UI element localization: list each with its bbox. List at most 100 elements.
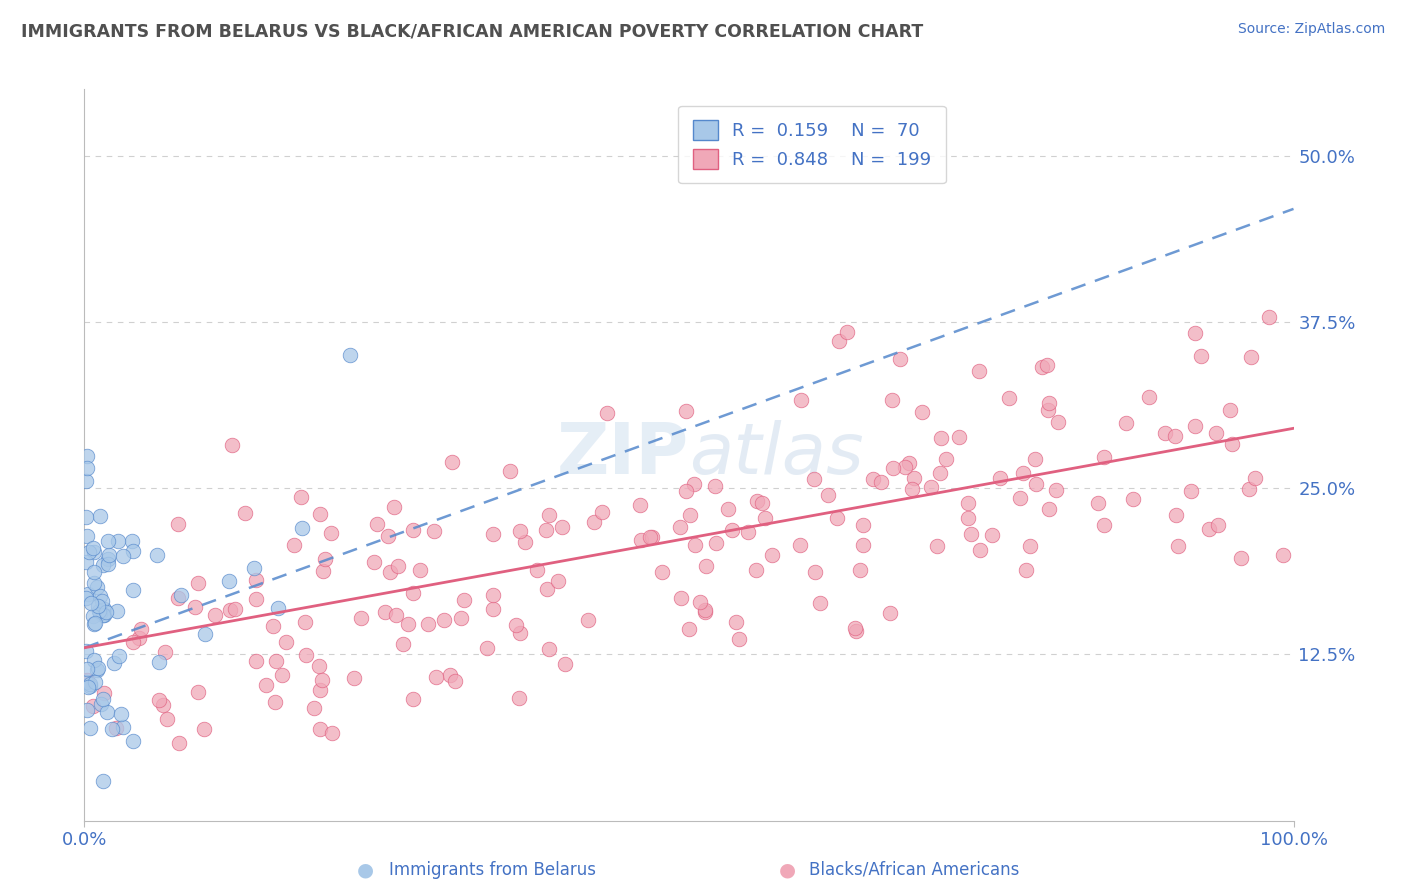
Point xyxy=(304,700,326,714)
Point xyxy=(183,600,205,615)
Point xyxy=(121,583,143,598)
Point xyxy=(754,510,776,524)
Point xyxy=(551,520,574,534)
Point xyxy=(110,707,132,722)
Point xyxy=(418,617,440,632)
Point xyxy=(97,552,120,566)
Point xyxy=(751,496,773,510)
Point xyxy=(98,548,121,562)
Point xyxy=(77,681,100,695)
Point xyxy=(547,574,569,588)
Point xyxy=(93,602,115,616)
Point xyxy=(75,591,97,606)
Point xyxy=(1012,466,1035,480)
Point xyxy=(1220,437,1243,451)
Point xyxy=(382,500,405,515)
Point xyxy=(482,527,505,541)
Point xyxy=(221,438,243,452)
Point xyxy=(929,466,952,480)
Point xyxy=(1038,502,1060,516)
Point xyxy=(409,563,432,577)
Point xyxy=(1087,496,1109,510)
Point xyxy=(91,558,114,573)
Point xyxy=(844,621,866,635)
Point xyxy=(148,693,170,707)
Point xyxy=(835,325,858,339)
Point xyxy=(1024,451,1046,466)
Point xyxy=(76,703,98,717)
Point xyxy=(80,596,103,610)
Point xyxy=(852,538,875,552)
Point xyxy=(724,615,747,629)
Point xyxy=(84,615,107,630)
Point xyxy=(311,564,333,578)
Point xyxy=(148,655,170,669)
Point xyxy=(89,606,111,620)
Point xyxy=(79,679,101,693)
Point xyxy=(898,456,921,470)
Point xyxy=(76,662,98,676)
Point xyxy=(93,608,115,623)
Point xyxy=(103,656,125,670)
Point xyxy=(808,596,831,610)
Point xyxy=(882,461,904,475)
Point xyxy=(1153,425,1175,440)
Point xyxy=(94,605,117,619)
Point xyxy=(790,392,813,407)
Point xyxy=(267,600,290,615)
Point xyxy=(218,574,240,589)
Point xyxy=(170,588,193,602)
Point xyxy=(295,648,318,662)
Point xyxy=(596,406,619,420)
Point xyxy=(264,654,287,668)
Point xyxy=(152,698,174,712)
Point xyxy=(1164,508,1187,522)
Point xyxy=(651,565,673,579)
Point xyxy=(1184,326,1206,340)
Point xyxy=(679,508,702,523)
Point xyxy=(219,603,242,617)
Point xyxy=(387,559,409,574)
Point xyxy=(513,534,536,549)
Point xyxy=(695,605,717,619)
Point xyxy=(121,635,143,649)
Point xyxy=(1198,522,1220,536)
Point xyxy=(343,672,366,686)
Point xyxy=(825,510,848,524)
Point xyxy=(100,722,122,736)
Point xyxy=(111,549,134,564)
Point xyxy=(321,726,343,740)
Point xyxy=(1184,419,1206,434)
Point xyxy=(444,673,467,688)
Point xyxy=(1115,416,1137,430)
Point xyxy=(537,508,560,522)
Point xyxy=(121,544,143,558)
Point xyxy=(111,720,134,734)
Point xyxy=(82,609,104,624)
Point xyxy=(450,611,472,625)
Point xyxy=(308,658,330,673)
Point xyxy=(1122,491,1144,506)
Point xyxy=(309,507,332,521)
Point xyxy=(1137,390,1160,404)
Point xyxy=(374,605,396,619)
Point xyxy=(440,455,463,469)
Point xyxy=(276,635,298,649)
Point xyxy=(704,479,727,493)
Text: Immigrants from Belarus: Immigrants from Belarus xyxy=(388,861,596,879)
Point xyxy=(89,604,111,618)
Point xyxy=(105,604,128,618)
Point xyxy=(1271,548,1294,562)
Point xyxy=(591,505,613,519)
Point xyxy=(745,494,768,508)
Point xyxy=(75,674,97,689)
Point xyxy=(693,603,716,617)
Point xyxy=(671,591,693,606)
Point xyxy=(536,582,558,596)
Point xyxy=(948,429,970,443)
Point xyxy=(121,734,143,748)
Point xyxy=(290,490,312,504)
Point xyxy=(270,667,292,681)
Point xyxy=(894,459,917,474)
Point xyxy=(1189,349,1212,363)
